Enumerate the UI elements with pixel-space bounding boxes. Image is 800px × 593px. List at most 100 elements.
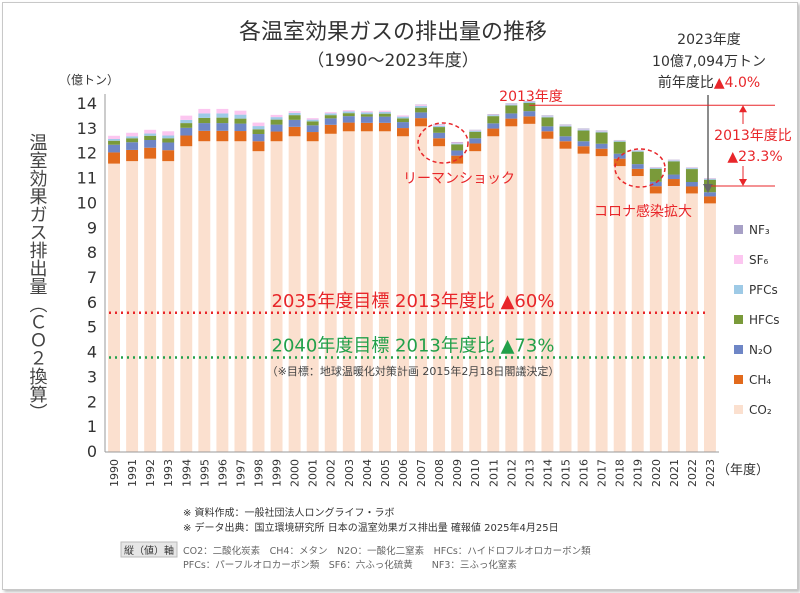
bar-2000-series-1 (289, 127, 301, 136)
bar-2015-series-6 (560, 125, 572, 126)
footer-glossary-1: CO2：二酸化炭素 CH4：メタン N2O：一酸化二窒素 HFCs：ハイドロフル… (183, 545, 591, 557)
x-tick-label-2023: 2023 (704, 459, 717, 487)
bar-1995-series-3 (198, 118, 210, 123)
bar-1990-series-2 (108, 145, 120, 153)
bar-1996-series-1 (216, 131, 228, 141)
x-tick-label-1994: 1994 (180, 459, 193, 487)
bar-1992-series-4 (144, 134, 156, 136)
x-tick-label-2011: 2011 (487, 459, 500, 487)
bar-2008-series-2 (433, 133, 445, 138)
bar-2011-series-4 (487, 115, 499, 116)
bar-1991-series-4 (126, 136, 138, 138)
legend-swatch-6 (734, 405, 743, 414)
bar-2005-series-4 (379, 112, 391, 114)
legend-label-1: SF₆ (749, 253, 769, 267)
bar-2015-series-1 (560, 141, 572, 148)
bar-2006-series-1 (397, 128, 409, 136)
bar-1993-series-4 (162, 136, 174, 139)
bar-2006-series-5 (397, 115, 409, 116)
bar-1993-series-3 (162, 138, 174, 142)
bar-2007-series-5 (415, 105, 427, 106)
bar-2004-series-5 (361, 111, 373, 112)
bar-2007-series-4 (415, 106, 427, 108)
bar-2019-series-3 (632, 152, 644, 164)
bar-2019-series-2 (632, 164, 644, 169)
bar-2006-series-3 (397, 118, 409, 122)
bar-1999-series-2 (271, 125, 283, 132)
covid-label: コロナ感染拡大 (594, 203, 692, 220)
bar-1994-series-2 (180, 128, 192, 136)
bar-2010-series-6 (469, 130, 481, 131)
legend-label-6: CO₂ (749, 403, 772, 417)
bar-2020-series-5 (650, 167, 662, 168)
legend-label-3: HFCs (749, 313, 780, 327)
bar-2012-series-2 (505, 113, 517, 118)
bar-2018-series-5 (614, 140, 626, 141)
bar-1999-series-1 (271, 132, 283, 142)
bar-2015-series-5 (560, 125, 572, 126)
footer-glossary-2: PFCs：パーフルオロカーボン類 SF6：六ふっ化硫黄 NF3：三ふっ化窒素 (183, 559, 517, 571)
bar-1998-series-1 (253, 141, 265, 151)
annotation-2023-change-prefix: 前年度比 (658, 74, 714, 91)
bar-1993-series-0 (162, 161, 174, 452)
bar-2005-series-2 (379, 117, 391, 123)
bar-2017-series-3 (596, 133, 608, 144)
y-unit-label: （億トン） (59, 73, 119, 87)
y-tick-label-8: 8 (87, 243, 97, 262)
bar-1997-series-3 (234, 119, 246, 124)
annotation-2013-ratio-label: 2013年度比 (714, 128, 792, 144)
bar-2013-series-1 (523, 116, 535, 123)
bar-2011-series-1 (487, 129, 499, 137)
bar-2000-series-2 (289, 120, 301, 127)
bar-2019-series-5 (632, 150, 644, 151)
bar-1991-series-0 (126, 161, 138, 452)
bar-2007-series-1 (415, 118, 427, 126)
x-tick-label-2017: 2017 (596, 459, 609, 487)
legend-swatch-4 (734, 345, 743, 354)
legend-label-4: N₂O (749, 343, 772, 357)
bar-2023-series-4 (704, 179, 716, 180)
bar-2002-series-4 (325, 113, 337, 115)
legend-swatch-0 (734, 225, 743, 234)
bar-2016-series-4 (578, 130, 590, 131)
bar-2001-series-4 (307, 120, 319, 122)
bar-2010-series-2 (469, 138, 481, 143)
bar-2003-series-2 (343, 116, 355, 122)
bar-2022-series-4 (686, 168, 698, 169)
bar-1998-series-2 (253, 134, 265, 141)
x-tick-label-2010: 2010 (469, 459, 482, 487)
bar-2022-series-1 (686, 186, 698, 193)
bar-2018-series-3 (614, 142, 626, 154)
bar-2000-series-4 (289, 113, 301, 115)
bar-1994-series-0 (180, 146, 192, 452)
x-tick-label-2019: 2019 (632, 459, 645, 487)
legend-swatch-1 (734, 255, 743, 264)
bar-2008-series-5 (433, 125, 445, 126)
bar-2018-series-4 (614, 141, 626, 142)
x-tick-label-1999: 1999 (271, 459, 284, 487)
y-tick-label-9: 9 (87, 218, 97, 237)
bar-1998-series-5 (253, 123, 265, 126)
bar-2009-series-2 (451, 150, 463, 155)
annotation-2023-total: 10億7,094万トン (652, 54, 766, 70)
bar-1995-series-4 (198, 113, 210, 117)
bar-2006-series-2 (397, 122, 409, 128)
x-tick-label-1996: 1996 (216, 459, 229, 487)
x-tick-label-1998: 1998 (253, 459, 266, 487)
chart-title: 各温室効果ガスの排出量の推移 (239, 20, 547, 45)
y-axis-label: 温室効果ガス排出量（ＣＯ２換算） (27, 133, 48, 421)
bar-2017-series-4 (596, 132, 608, 133)
bar-2014-series-5 (541, 116, 553, 117)
bar-2016-series-0 (578, 154, 590, 452)
bar-2017-series-2 (596, 144, 608, 149)
x-tick-label-2005: 2005 (379, 459, 392, 487)
x-tick-label-2012: 2012 (505, 459, 518, 487)
bar-2020-series-3 (650, 169, 662, 182)
footer-note-1: ※ 資料作成：一般社団法人ロングライフ・ラボ (183, 506, 395, 519)
bar-2017-series-1 (596, 149, 608, 156)
bar-2001-series-1 (307, 132, 319, 141)
bar-1999-series-5 (271, 115, 283, 117)
bar-2021-series-0 (668, 186, 680, 452)
x-tick-label-1995: 1995 (198, 459, 211, 487)
